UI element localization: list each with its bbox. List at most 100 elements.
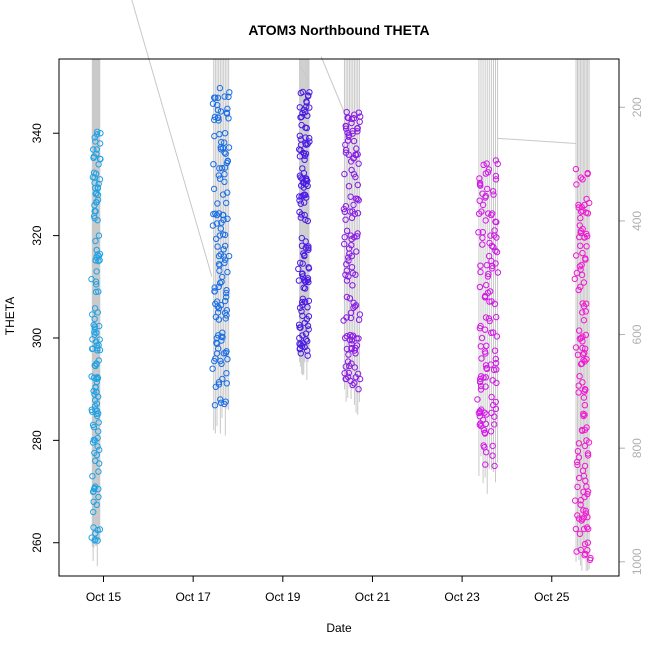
data-point (211, 132, 218, 140)
data-point (93, 360, 100, 368)
data-point (579, 249, 586, 257)
data-point (222, 150, 229, 157)
data-point (344, 358, 352, 365)
data-point (215, 332, 222, 339)
data-point (574, 483, 581, 491)
data-point (348, 264, 356, 271)
data-point (491, 347, 499, 354)
data-point (299, 298, 306, 306)
data-point (301, 276, 308, 284)
data-point (482, 350, 489, 357)
data-point (92, 288, 100, 296)
data-point (343, 345, 351, 353)
data-point (355, 335, 362, 342)
data-point (350, 137, 358, 145)
connector-line (131, 0, 213, 277)
data-point (96, 460, 103, 467)
data-point (479, 201, 487, 209)
data-point (478, 334, 486, 342)
data-point (353, 248, 360, 255)
data-point (351, 364, 358, 371)
data-point (210, 161, 217, 168)
data-point (357, 113, 364, 120)
data-point (482, 170, 489, 177)
data-point (349, 381, 356, 389)
data-point (484, 273, 492, 280)
data-point (348, 235, 355, 243)
data-point (221, 400, 228, 408)
data-point (224, 189, 231, 196)
data-point (94, 434, 101, 442)
data-point (215, 117, 222, 124)
data-point (216, 131, 223, 138)
data-point (487, 232, 494, 239)
data-point (298, 182, 305, 189)
data-point (584, 547, 591, 554)
data-point (304, 277, 311, 284)
data-point (226, 89, 233, 96)
data-point (580, 317, 588, 324)
data-point (584, 450, 592, 457)
data-point (296, 146, 303, 153)
data-point (487, 288, 494, 295)
connector-line (497, 137, 577, 144)
data-point (574, 351, 582, 358)
data-point (482, 314, 490, 321)
data-point (216, 84, 224, 92)
data-point (298, 308, 305, 315)
data-point (485, 252, 493, 260)
data-point (90, 423, 98, 431)
data-point (210, 185, 218, 193)
data-point (476, 179, 484, 187)
data-point (217, 108, 225, 115)
data-point (481, 326, 489, 333)
data-point (493, 234, 500, 241)
data-point (223, 289, 230, 297)
data-point (95, 428, 102, 435)
data-point (576, 263, 584, 270)
data-point (298, 113, 305, 121)
y-tick-label: 300 (30, 328, 44, 348)
data-point (575, 389, 582, 396)
data-point (96, 336, 103, 343)
data-point (352, 302, 360, 309)
data-point (478, 208, 485, 215)
data-point (93, 501, 100, 508)
data-point (478, 373, 485, 380)
data-point (583, 483, 590, 490)
data-point (215, 210, 223, 217)
data-point (303, 194, 310, 201)
data-point (218, 337, 225, 344)
data-point (92, 138, 99, 145)
data-point (355, 316, 363, 323)
data-point (209, 365, 216, 372)
data-point (349, 127, 356, 135)
data-point (221, 256, 229, 263)
data-point (493, 333, 501, 340)
data-point (218, 219, 225, 226)
data-point (221, 259, 228, 266)
data-point (492, 176, 500, 183)
data-point (225, 93, 232, 101)
data-point (96, 322, 103, 330)
data-point (575, 440, 583, 447)
data-point (586, 556, 594, 564)
data-point (493, 248, 501, 256)
data-point (479, 416, 487, 424)
data-point (88, 373, 95, 380)
data-point (304, 338, 311, 345)
data-point (486, 298, 493, 305)
data-point (476, 197, 483, 204)
data-point (97, 130, 104, 137)
points-layer (88, 84, 594, 564)
data-point (93, 246, 100, 254)
data-point (302, 140, 309, 147)
data-point (343, 277, 351, 284)
data-point (93, 451, 101, 459)
data-point (492, 355, 499, 363)
data-point (303, 98, 310, 105)
data-point (491, 300, 499, 308)
y-tick-label: 340 (30, 123, 44, 143)
data-point (476, 378, 484, 386)
data-point (296, 193, 303, 200)
